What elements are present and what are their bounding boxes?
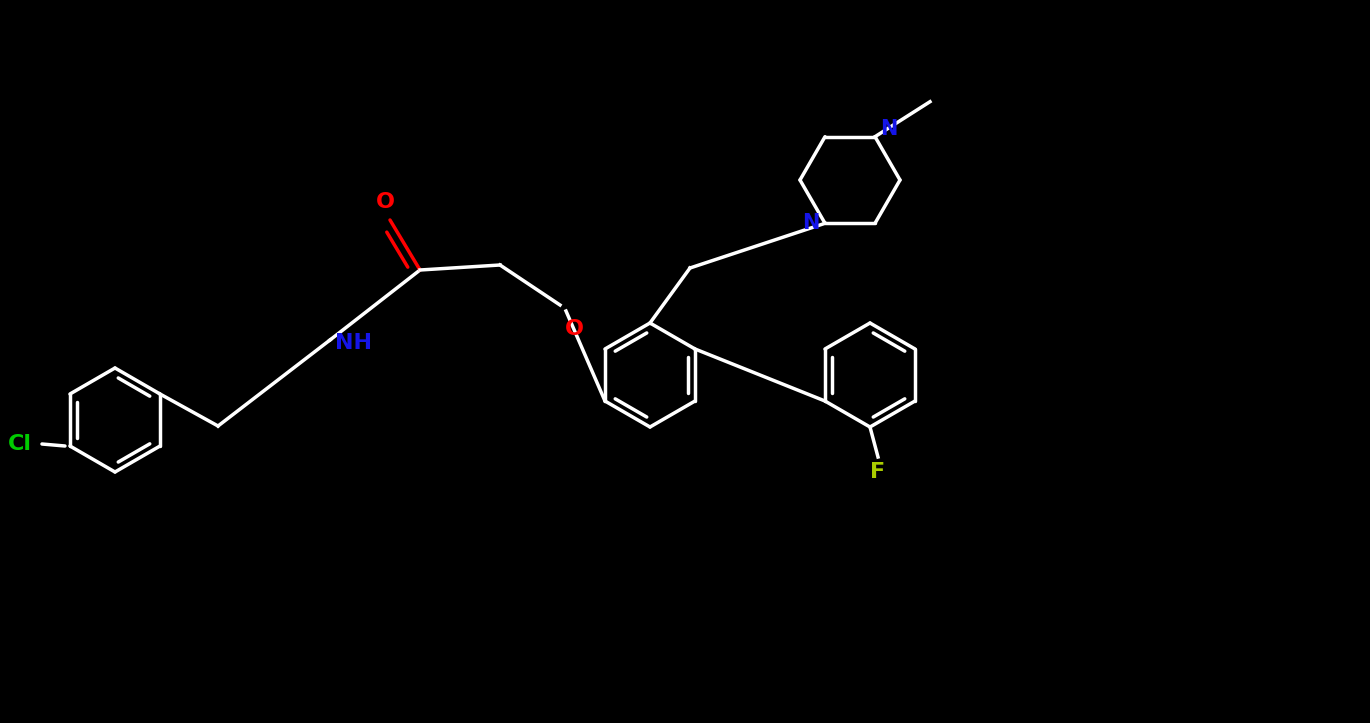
Text: O: O — [375, 192, 395, 212]
Text: F: F — [870, 462, 885, 482]
Text: N: N — [803, 213, 821, 234]
Text: O: O — [564, 319, 584, 339]
Text: NH: NH — [336, 333, 373, 353]
Text: Cl: Cl — [8, 434, 32, 454]
Text: N: N — [880, 119, 897, 139]
